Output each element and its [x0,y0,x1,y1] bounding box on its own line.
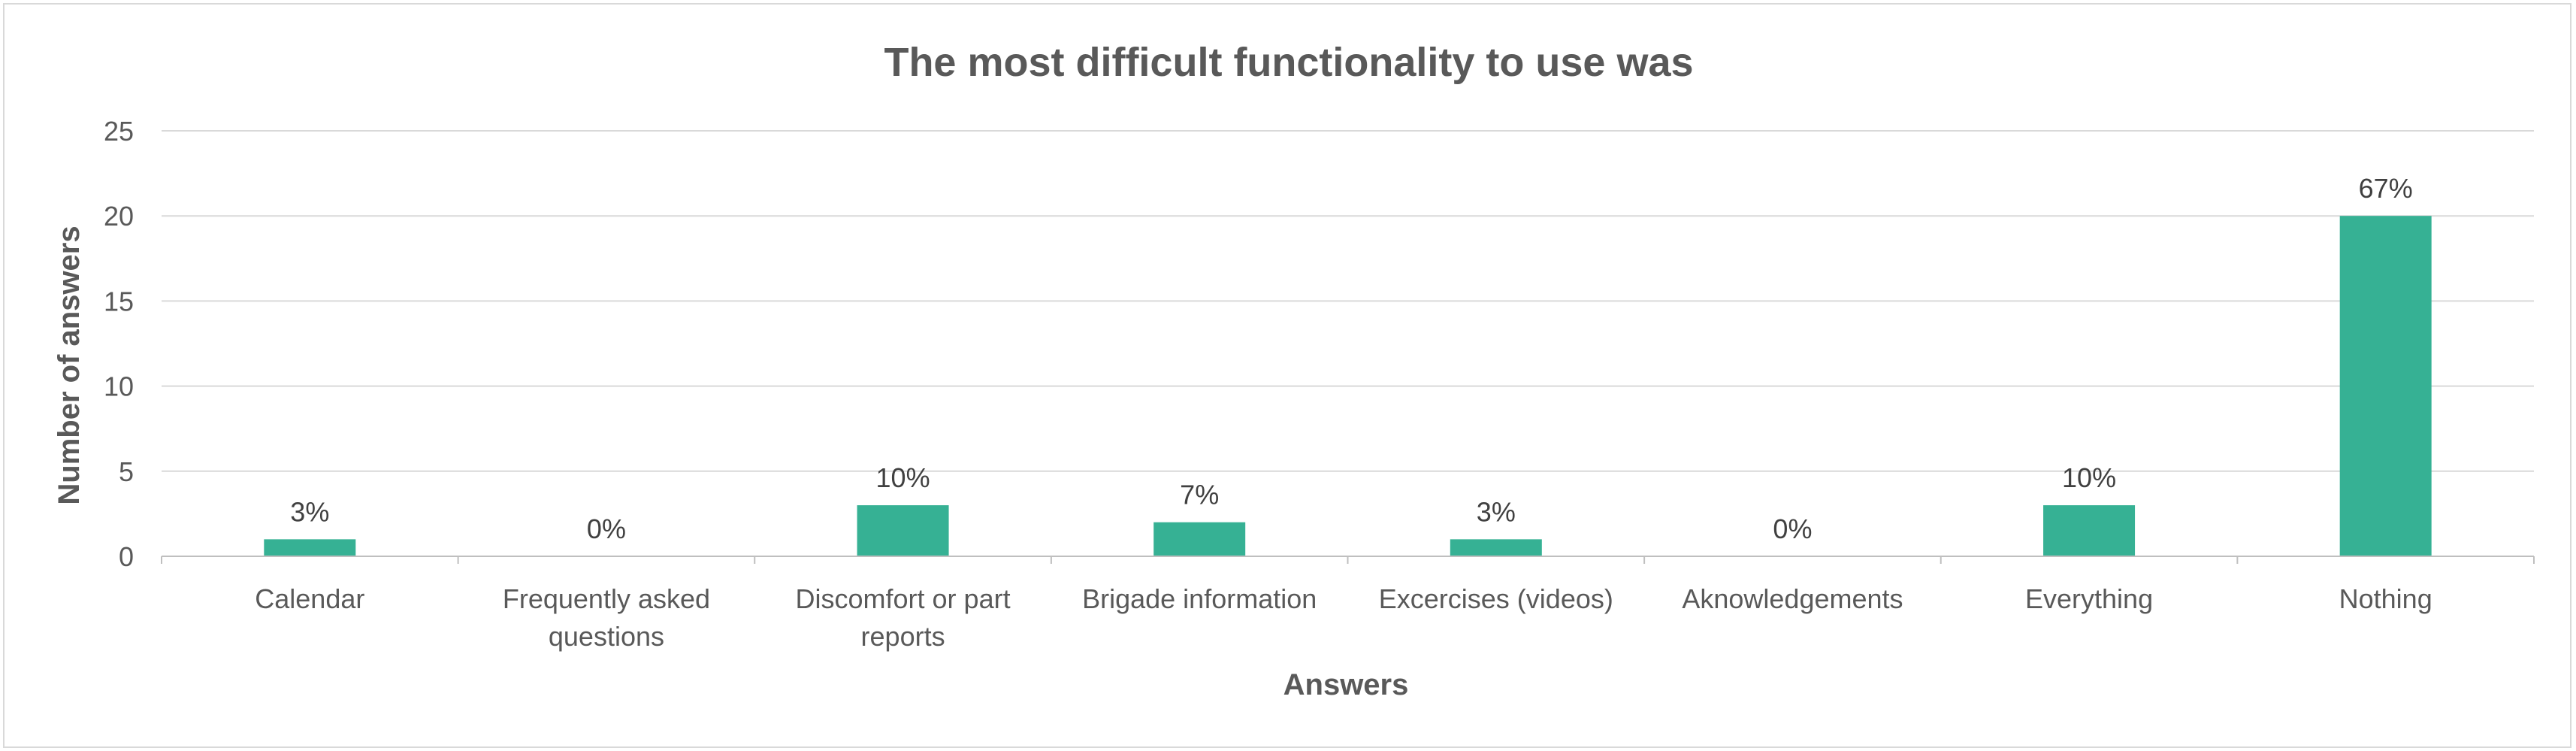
y-tick-label: 5 [119,456,134,487]
data-label: 67% [2359,173,2413,204]
data-label: 3% [290,496,329,527]
x-category-label: Excercises (videos) [1379,583,1613,614]
data-label: 10% [2062,462,2116,493]
x-category-label: Frequently asked [503,583,710,614]
data-label: 10% [876,462,930,493]
x-category-label: reports [861,621,945,652]
y-axis-ticks: 0 5 10 15 20 25 [104,116,134,572]
x-category-label: questions [549,621,664,652]
data-label: 3% [1477,496,1516,527]
bar [857,505,949,556]
bar [264,539,356,556]
y-tick-label: 25 [104,116,134,147]
x-category-label: Everything [2025,583,2153,614]
y-tick-label: 20 [104,201,134,232]
chart-frame: The most difficult functionality to use … [3,3,2571,748]
bar-chart: The most difficult functionality to use … [53,40,2535,701]
y-tick-label: 15 [104,286,134,316]
x-category-label: Discomfort or part [796,583,1011,614]
bar [2043,505,2136,556]
gridlines [162,130,2534,472]
x-category-label: Brigade information [1082,583,1317,614]
data-label: 7% [1180,480,1219,510]
bars [264,216,2432,556]
bar [2339,216,2432,556]
x-category-label: Nothing [2339,583,2432,614]
data-label: 0% [587,513,626,544]
y-axis-title: Number of answers [53,226,86,504]
y-tick-label: 10 [104,371,134,402]
x-axis-categories: Calendar Frequently asked questions Discomf… [161,556,2535,652]
x-category-label: Calendar [255,583,364,614]
bar [1450,539,1542,556]
x-axis-title: Answers [1283,668,1409,701]
data-label: 0% [1773,513,1812,544]
data-labels: 3% 0% 10% 7% 3% 0% 10% 67% [290,173,2412,544]
chart-title: The most difficult functionality to use … [884,40,1693,85]
y-tick-label: 0 [119,541,134,572]
bar [1153,522,1246,556]
x-category-label: Aknowledgements [1682,583,1903,614]
